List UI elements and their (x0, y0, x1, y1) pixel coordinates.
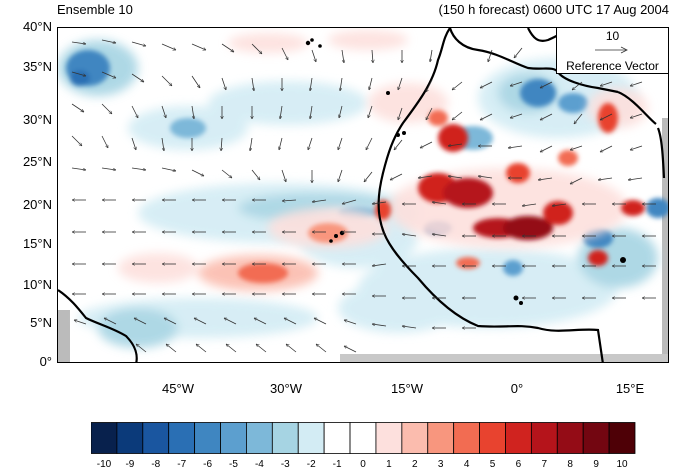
coastlines (58, 28, 666, 362)
colorbar-tick-label: -7 (177, 459, 187, 470)
wind-vectors (71, 39, 656, 353)
colorbar (91, 422, 636, 454)
lon-label: 30°W (270, 381, 302, 396)
colorbar-tick-label: -9 (125, 459, 135, 470)
colorbar-box (220, 422, 247, 454)
lat-label: 35°N (22, 59, 52, 74)
colorbar-tick-label: 5 (489, 459, 496, 470)
positive-anomaly-strong (238, 103, 645, 283)
colorbar-tick-label: 10 (616, 459, 628, 470)
lon-label: 0° (510, 381, 524, 396)
colorbar-box (168, 422, 196, 454)
colorbar-box (453, 422, 480, 454)
colorbar-tick-label: 8 (567, 459, 573, 470)
lon-label: 45°W (162, 381, 194, 396)
reference-vector-box: 10 Reference Vector (556, 27, 669, 74)
colorbar-box (375, 422, 403, 454)
lat-label: 15°N (22, 236, 52, 251)
colorbar-tick-label: -4 (254, 459, 264, 470)
colorbar-tick-label: -8 (151, 459, 161, 470)
colorbar-box (297, 422, 325, 454)
colorbar-box (608, 422, 636, 454)
colorbar-box (91, 422, 118, 454)
colorbar-box (401, 422, 429, 454)
colorbar-tick-label: 4 (463, 459, 470, 470)
missing-data-east (662, 118, 668, 362)
colorbar-box (323, 422, 351, 454)
lat-label: 30°N (22, 112, 52, 127)
colorbar-tick-label: 1 (386, 459, 392, 470)
colorbar-box (582, 422, 610, 454)
colorbar-box (116, 422, 144, 454)
anomaly-map (58, 28, 668, 362)
colorbar-tick-label: 9 (593, 459, 599, 470)
lon-label: 15°E (615, 381, 645, 396)
lat-label: 5°N (30, 315, 52, 330)
colorbar-tick-label: -3 (280, 459, 290, 470)
lat-label: 20°N (22, 197, 52, 212)
colorbar-tick-label: 7 (541, 459, 548, 470)
lat-label: 10°N (22, 277, 52, 292)
islands (305, 38, 626, 305)
lon-label: 15°W (391, 381, 423, 396)
lat-label: 0° (39, 354, 52, 369)
colorbar-tick-label: 2 (412, 459, 418, 470)
colorbar-box (349, 422, 377, 454)
colorbar-box (427, 422, 455, 454)
colorbar-tick-label: -10 (96, 459, 112, 470)
colorbar-tick-label: -6 (203, 459, 213, 470)
colorbar-tick-label: -2 (306, 459, 316, 470)
colorbar-tick-label: 3 (437, 459, 444, 470)
colorbar-tick-label: -1 (332, 459, 342, 470)
colorbar-box (271, 422, 299, 454)
colorbar-box (194, 422, 221, 454)
missing-data-south (340, 354, 668, 362)
lat-label: 40°N (22, 19, 52, 34)
reference-arrow-icon (595, 46, 628, 54)
map-panel (57, 27, 669, 363)
colorbar-box (530, 422, 558, 454)
colorbar-box (505, 422, 532, 454)
colorbar-box (556, 422, 584, 454)
colorbar-box (246, 422, 273, 454)
lat-label: 25°N (22, 154, 52, 169)
reference-vector-value: 10 (605, 29, 620, 43)
colorbar-tick-label: 0 (360, 459, 366, 470)
forecast-time-title: (150 h forecast) 0600 UTC 17 Aug 2004 (438, 2, 669, 17)
colorbar-box (142, 422, 170, 454)
missing-data-west (58, 310, 70, 362)
colorbar-box (479, 422, 506, 454)
colorbar-tick-label: -5 (229, 459, 238, 470)
reference-vector-label: Reference Vector (566, 59, 659, 73)
colorbar-tick-label: 6 (515, 459, 522, 470)
ensemble-title: Ensemble 10 (57, 2, 133, 17)
